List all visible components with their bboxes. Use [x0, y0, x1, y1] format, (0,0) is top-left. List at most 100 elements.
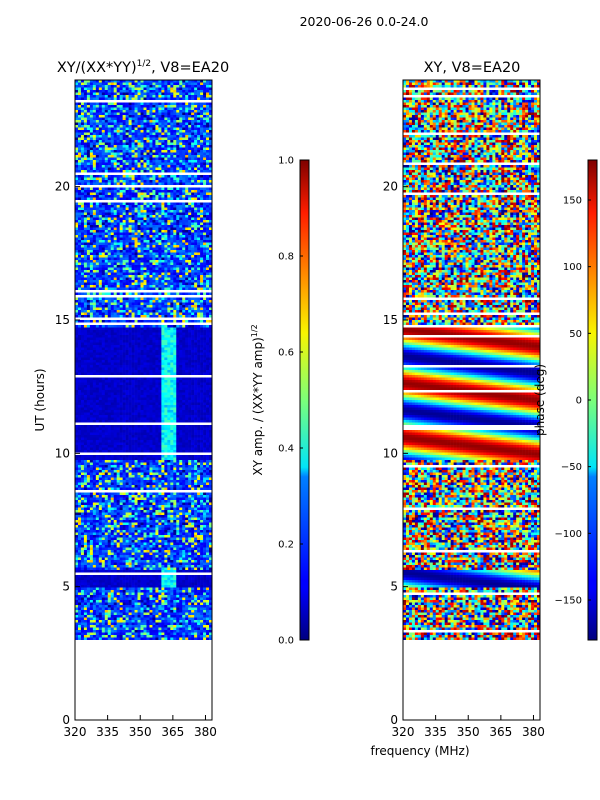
- heatmap-cell: [206, 350, 210, 353]
- heatmap-cell: [122, 135, 126, 138]
- heatmap-cell: [146, 220, 150, 223]
- heatmap-cell: [95, 365, 100, 368]
- heatmap-cell: [122, 152, 126, 155]
- heatmap-cell: [83, 160, 88, 163]
- heatmap-cell: [98, 320, 103, 323]
- heatmap-cell: [125, 162, 129, 165]
- heatmap-cell: [122, 267, 126, 270]
- heatmap-cell: [134, 277, 138, 280]
- heatmap-cell: [152, 342, 156, 345]
- heatmap-cell: [86, 202, 91, 205]
- heatmap-cell: [191, 95, 195, 98]
- heatmap-cell: [164, 160, 168, 163]
- heatmap-cell: [134, 137, 138, 140]
- heatmap-cell: [119, 85, 123, 88]
- heatmap-cell: [149, 97, 153, 100]
- heatmap-cell: [167, 362, 171, 365]
- heatmap-cell: [77, 327, 82, 330]
- heatmap-cell: [95, 272, 100, 275]
- heatmap-cell: [83, 292, 88, 295]
- heatmap-cell: [200, 275, 204, 278]
- heatmap-cell: [113, 112, 117, 115]
- heatmap-cell: [146, 250, 150, 253]
- heatmap-cell: [158, 242, 162, 245]
- heatmap-cell: [203, 80, 207, 83]
- heatmap-cell: [149, 152, 153, 155]
- heatmap-cell: [110, 162, 115, 165]
- heatmap-cell: [155, 225, 159, 228]
- heatmap-cell: [125, 297, 129, 300]
- heatmap-cell: [206, 135, 210, 138]
- heatmap-cell: [206, 282, 210, 285]
- heatmap-cell: [155, 352, 159, 355]
- heatmap-cell: [203, 117, 207, 120]
- heatmap-cell: [209, 105, 213, 108]
- heatmap-cell: [197, 177, 201, 180]
- heatmap-cell: [125, 345, 129, 348]
- heatmap-cell: [92, 162, 97, 165]
- heatmap-cell: [152, 105, 156, 108]
- heatmap-cell: [119, 332, 123, 335]
- heatmap-cell: [98, 302, 103, 305]
- heatmap-cell: [188, 357, 192, 360]
- heatmap-cell: [155, 307, 159, 310]
- heatmap-cell: [173, 175, 177, 178]
- heatmap-cell: [80, 192, 85, 195]
- heatmap-cell: [86, 277, 91, 280]
- heatmap-cell: [167, 162, 171, 165]
- heatmap-cell: [209, 180, 213, 183]
- heatmap-cell: [86, 280, 91, 283]
- heatmap-cell: [209, 235, 213, 238]
- heatmap-cell: [83, 192, 88, 195]
- heatmap-cell: [152, 150, 156, 153]
- heatmap-cell: [89, 260, 94, 263]
- heatmap-cell: [197, 357, 201, 360]
- heatmap-cell: [143, 367, 147, 370]
- heatmap-cell: [98, 247, 103, 250]
- heatmap-cell: [80, 232, 85, 235]
- heatmap-cell: [116, 167, 120, 170]
- heatmap-cell: [146, 365, 150, 368]
- heatmap-cell: [134, 300, 138, 303]
- heatmap-cell: [173, 115, 177, 118]
- heatmap-cell: [95, 305, 100, 308]
- heatmap-cell: [116, 125, 120, 128]
- heatmap-cell: [149, 92, 153, 95]
- heatmap-cell: [188, 117, 192, 120]
- heatmap-cell: [176, 255, 180, 258]
- heatmap-cell: [92, 97, 97, 100]
- heatmap-cell: [113, 225, 117, 228]
- heatmap-cell: [197, 230, 201, 233]
- heatmap-cell: [176, 80, 180, 83]
- heatmap-cell: [176, 302, 180, 305]
- heatmap-cell: [125, 177, 129, 180]
- heatmap-cell: [194, 152, 198, 155]
- heatmap-cell: [125, 90, 129, 93]
- heatmap-cell: [194, 312, 198, 315]
- heatmap-cell: [95, 337, 100, 340]
- heatmap-cell: [122, 207, 126, 210]
- heatmap-cell: [122, 92, 126, 95]
- heatmap-cell: [128, 225, 132, 228]
- heatmap-cell: [146, 282, 150, 285]
- heatmap-cell: [176, 112, 180, 115]
- heatmap-cell: [179, 232, 183, 235]
- heatmap-cell: [80, 370, 85, 373]
- heatmap-cell: [164, 182, 168, 185]
- heatmap-cell: [206, 345, 210, 348]
- heatmap-cell: [161, 90, 165, 93]
- heatmap-cell: [206, 167, 210, 170]
- heatmap-cell: [89, 282, 94, 285]
- heatmap-cell: [179, 312, 183, 315]
- heatmap-cell: [86, 357, 91, 360]
- heatmap-cell: [185, 150, 189, 153]
- heatmap-cell: [155, 220, 159, 223]
- heatmap-cell: [185, 230, 189, 233]
- heatmap-cell: [134, 370, 138, 373]
- heatmap-cell: [164, 120, 168, 123]
- heatmap-cell: [170, 267, 174, 270]
- heatmap-cell: [161, 297, 165, 300]
- heatmap-cell: [200, 177, 204, 180]
- heatmap-cell: [104, 285, 109, 288]
- heatmap-cell: [101, 122, 106, 125]
